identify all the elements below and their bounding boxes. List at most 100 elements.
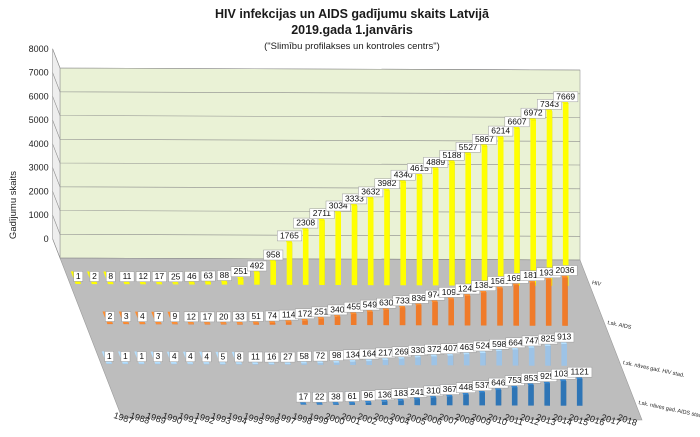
data-label: 1121 xyxy=(567,367,593,378)
data-label: 63 xyxy=(200,270,216,282)
bar-front xyxy=(415,305,422,326)
data-label: 5867 xyxy=(472,134,497,145)
bar-front xyxy=(123,323,129,325)
data-label-text: 3034 xyxy=(329,201,348,211)
y-tick-label: 5000 xyxy=(29,115,49,125)
data-label-text: 1383 xyxy=(474,280,493,290)
bar-front xyxy=(220,323,227,325)
bar-front xyxy=(576,379,583,406)
data-label: 88 xyxy=(217,270,232,281)
data-label-box xyxy=(264,351,280,363)
bar-front xyxy=(285,364,291,365)
data-label-text: 9 xyxy=(173,311,178,321)
bar-front xyxy=(400,182,406,286)
data-label-box xyxy=(152,271,167,282)
data-label: 16 xyxy=(264,351,280,363)
data-label-box xyxy=(136,351,147,362)
data-label-box xyxy=(296,351,312,362)
data-label-box xyxy=(185,351,196,362)
bar-front xyxy=(496,351,502,366)
data-label-text: 4340 xyxy=(394,170,413,180)
data-label: 6972 xyxy=(520,108,546,119)
y-axis-label: Gadījumu skaits xyxy=(8,171,19,239)
data-label-text: 455 xyxy=(347,302,361,312)
bar-front xyxy=(205,283,211,285)
bar-front xyxy=(430,397,437,406)
data-label: 17 xyxy=(296,392,311,403)
bar-front xyxy=(416,175,423,286)
bar-front xyxy=(398,400,404,406)
data-label-text: 598 xyxy=(492,339,506,349)
data-label-box xyxy=(89,271,100,282)
data-label-text: 61 xyxy=(347,391,357,401)
data-label-text: 17 xyxy=(203,311,213,321)
data-label-text: 407 xyxy=(443,343,457,353)
data-label-text: 3982 xyxy=(377,178,396,188)
data-label-box xyxy=(184,271,200,282)
data-label-box xyxy=(200,270,216,282)
data-label-box xyxy=(325,200,351,212)
plot-area: 0100020003000400050006000700080001987198… xyxy=(29,44,700,428)
data-label: 12 xyxy=(135,271,151,282)
bar-front xyxy=(317,363,324,365)
bar-front xyxy=(382,359,389,366)
bar xyxy=(508,273,519,326)
data-label-text: 269 xyxy=(395,346,409,356)
data-label-box xyxy=(73,271,84,282)
data-label: 5527 xyxy=(455,142,481,153)
data-label: 1 xyxy=(136,351,147,362)
y-tick-label: 4000 xyxy=(29,139,49,149)
bar-front xyxy=(448,299,454,326)
data-label: 22 xyxy=(312,392,328,403)
data-label: 2308 xyxy=(293,218,319,229)
data-label-text: 958 xyxy=(266,250,280,260)
bar-front xyxy=(237,278,244,285)
data-label-text: 448 xyxy=(459,382,473,392)
y-tick-label: 1000 xyxy=(29,210,49,220)
data-label-box xyxy=(247,260,267,272)
data-label-box xyxy=(121,311,132,322)
bar-front xyxy=(155,323,162,325)
bar-front xyxy=(480,292,487,326)
data-label-box xyxy=(342,193,367,205)
bar-front xyxy=(497,138,504,286)
data-label-box xyxy=(230,266,251,277)
data-label-text: 753 xyxy=(508,375,522,385)
gridline xyxy=(52,48,581,71)
data-label: 61 xyxy=(344,391,360,402)
data-label-text: 747 xyxy=(525,335,539,345)
data-label: 2 xyxy=(89,271,100,282)
data-label: 74 xyxy=(265,311,280,322)
bar-front xyxy=(155,363,161,365)
data-label-text: 1696 xyxy=(507,273,526,283)
data-label-text: 1 xyxy=(123,351,128,361)
data-label-text: 492 xyxy=(250,261,264,271)
data-label-box xyxy=(407,163,432,174)
data-label-text: 3 xyxy=(124,311,129,321)
gridline xyxy=(52,72,581,95)
data-label-box xyxy=(358,186,384,198)
data-label-text: 12 xyxy=(138,271,148,281)
bar-front xyxy=(562,277,568,326)
bar-front xyxy=(546,111,553,286)
data-label-text: 74 xyxy=(268,311,278,321)
bar-front xyxy=(367,198,374,286)
data-label-text: 20 xyxy=(219,311,229,321)
data-label-text: 974 xyxy=(428,290,442,300)
bar-front xyxy=(316,404,323,405)
gridline xyxy=(52,191,581,213)
data-label-box xyxy=(248,351,263,363)
data-label-text: 8 xyxy=(237,351,242,361)
data-label: 3632 xyxy=(358,186,384,198)
data-label: 17 xyxy=(152,271,167,282)
bar-front xyxy=(318,318,324,325)
series-label: t.sk. nāves gad. HIV stad. xyxy=(622,360,685,379)
data-label: 2711 xyxy=(309,208,335,219)
bar-front xyxy=(236,363,242,365)
data-label-text: 33 xyxy=(235,311,245,321)
bar-front xyxy=(107,283,114,285)
data-label-box xyxy=(374,178,400,189)
data-label-text: 1 xyxy=(76,271,81,281)
data-label-text: 38 xyxy=(331,391,341,401)
data-label: 2036 xyxy=(552,265,578,276)
